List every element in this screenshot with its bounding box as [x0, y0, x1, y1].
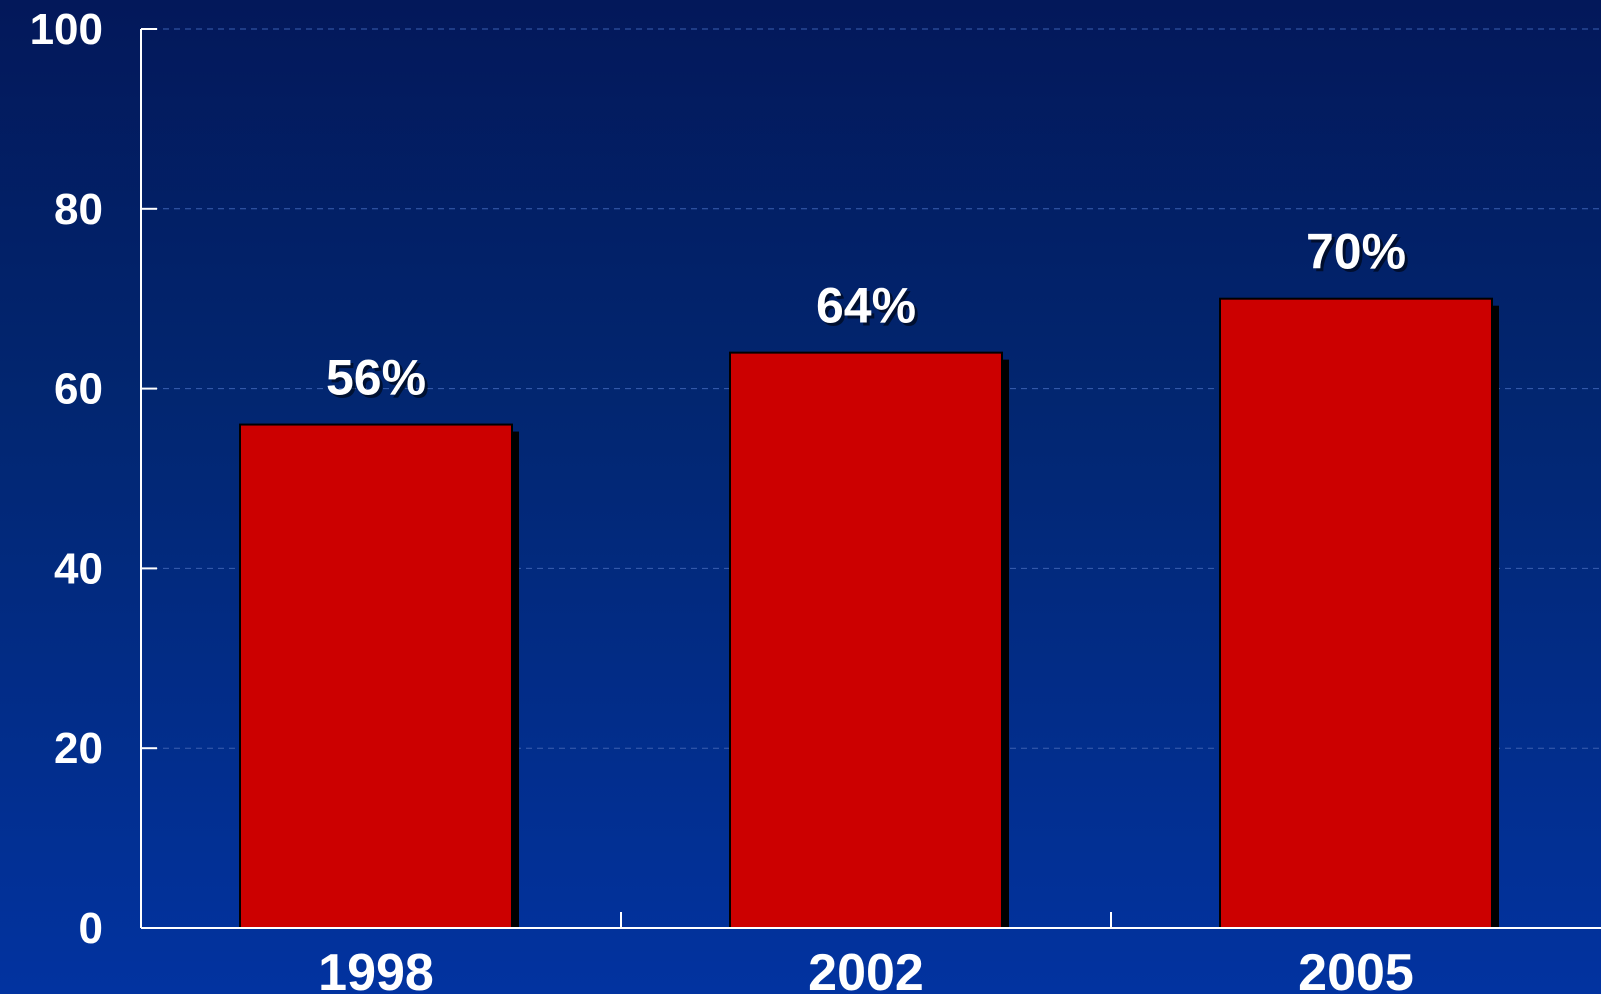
x-tick-label-2002: 2002	[808, 944, 924, 994]
y-tick-label-60: 60	[54, 365, 103, 414]
bar-label-2005: 70%	[1306, 224, 1406, 280]
bar-label-shadow-2002: 64%	[819, 281, 919, 337]
bars	[239, 297, 1499, 929]
bar-label-1998: 56%	[326, 350, 426, 406]
labels: 02040608010056%56%199864%64%200270%70%20…	[30, 5, 1414, 994]
y-tick-label-40: 40	[54, 544, 103, 593]
y-tick-label-80: 80	[54, 185, 103, 234]
axes	[140, 28, 1601, 929]
y-tick-label-0: 0	[79, 904, 103, 953]
y-tick-label-20: 20	[54, 724, 103, 773]
bar-label-shadow-1998: 56%	[329, 353, 429, 409]
y-tick-label-100: 100	[30, 5, 103, 54]
bar-label-shadow-2005: 70%	[1309, 227, 1409, 283]
bar-label-2002: 64%	[816, 278, 916, 334]
x-tick-label-2005: 2005	[1298, 944, 1414, 994]
x-tick-label-1998: 1998	[318, 944, 434, 994]
bar-2005	[1219, 297, 1493, 929]
bar-1998	[239, 423, 513, 929]
bar-2002	[729, 351, 1003, 929]
